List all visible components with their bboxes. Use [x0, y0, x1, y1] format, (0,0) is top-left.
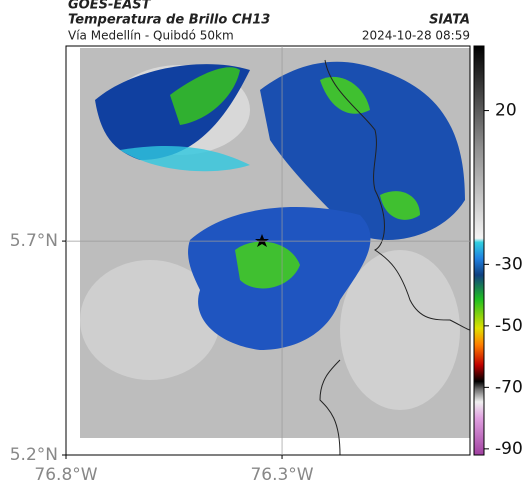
agency: SIATA — [429, 13, 470, 28]
lon-tick-label: 76.3°W — [250, 465, 313, 485]
colorbar-tick-label: 20 — [495, 101, 517, 121]
lon-tick-label: 76.8°W — [34, 465, 97, 485]
datetime: 2024-10-28 08:59 — [362, 29, 470, 43]
colorbar-tick-label: -70 — [495, 377, 523, 397]
title: Temperatura de Brillo CH13 — [68, 13, 270, 28]
colorbar-tick-label: -90 — [495, 439, 523, 459]
colorbar-tick-label: -30 — [495, 254, 523, 274]
subtitle: Vía Medellín - Quibdó 50km — [68, 29, 234, 43]
source: GOES-EAST — [68, 0, 152, 13]
satellite-image — [80, 48, 470, 455]
lat-tick-label: 5.7°N — [10, 231, 58, 251]
map-frame — [65, 45, 471, 456]
colorbar — [473, 45, 485, 456]
colorbar-tick-label: -50 — [495, 316, 523, 336]
lat-tick-label: 5.2°N — [10, 445, 58, 465]
